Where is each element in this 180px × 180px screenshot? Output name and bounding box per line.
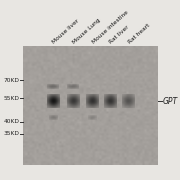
Text: 35KD: 35KD xyxy=(3,131,19,136)
Text: Mouse liver: Mouse liver xyxy=(51,18,80,45)
Text: Mouse Lung: Mouse Lung xyxy=(71,17,101,45)
Text: 55KD: 55KD xyxy=(3,96,19,101)
Text: GPT: GPT xyxy=(163,97,178,106)
Bar xyxy=(23,47,158,165)
Text: 40KD: 40KD xyxy=(3,119,19,124)
Text: Rat liver: Rat liver xyxy=(108,25,130,45)
Text: 70KD: 70KD xyxy=(3,78,19,83)
Text: Mouse intestine: Mouse intestine xyxy=(91,10,129,45)
Text: Rat heart: Rat heart xyxy=(127,23,151,45)
